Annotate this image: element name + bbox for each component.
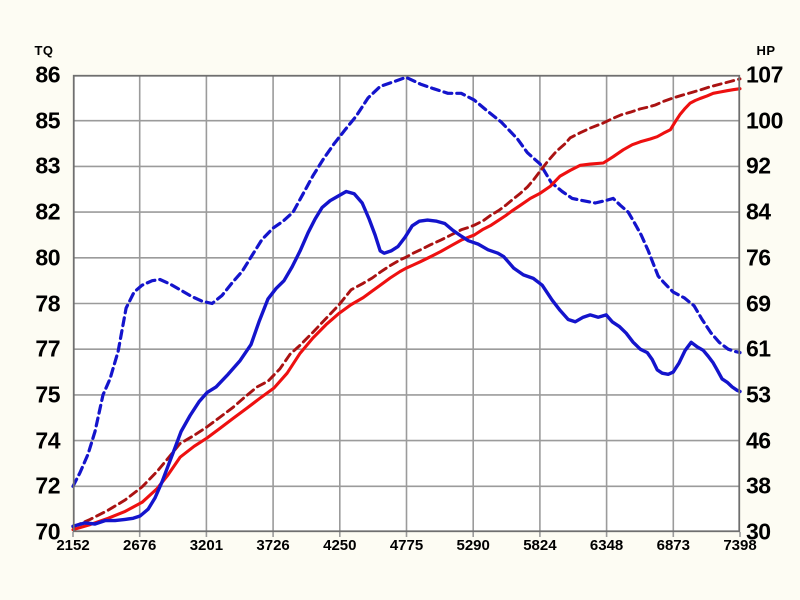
tq-axis-tick-80: 80	[35, 244, 60, 271]
tq-axis-tick-78: 78	[35, 290, 60, 316]
series-horsepower-baseline-dashed	[71, 77, 742, 529]
hp-axis-tick-46: 46	[746, 427, 771, 454]
hp-axis-tick-84: 84	[746, 198, 771, 225]
rpm-axis-tick-3201: 3201	[189, 537, 224, 554]
rpm-axis-tick-7398: 7398	[723, 537, 757, 554]
tq-axis-tick-85: 85	[35, 107, 60, 134]
plot-area	[71, 74, 742, 537]
tq-axis-tick-75: 75	[35, 381, 60, 408]
tq-axis-tick-82: 82	[35, 198, 60, 225]
hp-axis-tick-100: 100	[746, 107, 783, 134]
hp-axis-tick-30: 30	[746, 518, 771, 545]
series-torque-new-solid	[71, 189, 742, 528]
tq-axis-tick-74: 74	[35, 427, 60, 454]
rpm-axis-tick-2152: 2152	[56, 537, 90, 554]
hp-axis-tick-61: 61	[746, 335, 771, 362]
hp-axis-tick-76: 76	[746, 244, 771, 271]
chart-canvas	[71, 74, 742, 537]
grid-lines	[72, 75, 741, 537]
rpm-axis-tick-5824: 5824	[523, 537, 557, 554]
hp-axis-tick-107: 107	[746, 61, 783, 88]
rpm-axis-tick-6348: 6348	[589, 537, 624, 554]
hp-axis-tick-69: 69	[746, 290, 771, 316]
tq-axis-tick-77: 77	[35, 335, 60, 362]
rpm-axis-tick-4250: 4250	[323, 537, 357, 554]
tq-axis-tick-86: 86	[35, 61, 60, 88]
rpm-axis-tick-5290: 5290	[456, 537, 490, 554]
rpm-axis-tick-4775: 4775	[389, 537, 424, 554]
hp-axis-tick-38: 38	[746, 472, 771, 499]
hp-axis-tick-53: 53	[746, 381, 771, 408]
left-axis-title: TQ	[34, 43, 54, 58]
tq-axis-tick-72: 72	[35, 472, 60, 499]
tq-axis-tick-70: 70	[35, 518, 60, 545]
series-torque-baseline-dashed	[71, 75, 742, 488]
series-horsepower-new-solid	[71, 87, 742, 532]
rpm-axis-tick-6873: 6873	[656, 537, 690, 554]
rpm-axis-tick-3726: 3726	[256, 537, 290, 554]
right-axis-title: HP	[756, 43, 776, 58]
plot-frame	[72, 74, 741, 533]
hp-axis-tick-92: 92	[746, 152, 771, 179]
rpm-axis-tick-2676: 2676	[123, 537, 157, 554]
tq-axis-tick-83: 83	[35, 152, 60, 179]
